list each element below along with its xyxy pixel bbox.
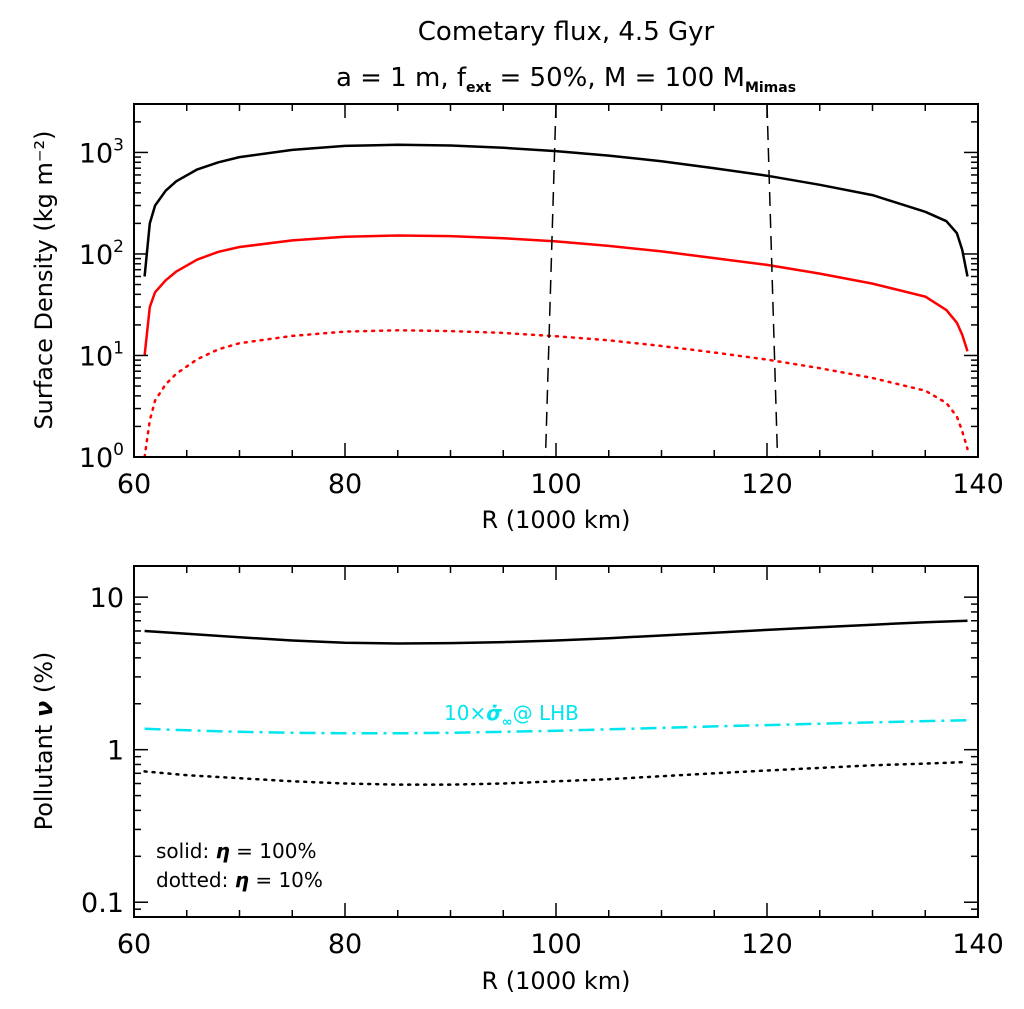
bottom-y-tick-labels: 0.1 1 10: [81, 583, 124, 919]
top-x-tick-label: 60: [117, 469, 151, 500]
top-x-tick-label: 120: [741, 469, 793, 500]
top-series-solid-0: [143, 143, 969, 277]
legend-solid: solid: η = 100%: [156, 839, 316, 863]
top-x-tick-label: 80: [328, 469, 362, 500]
lhb-label-part1: 10×: [444, 701, 486, 725]
top-series-group: [143, 104, 969, 457]
bottom-x-tick-label: 100: [530, 929, 582, 960]
bottom-x-axis-label: R (1000 km): [481, 967, 630, 995]
bottom-series-group: [143, 619, 969, 786]
chart-subtitle: a = 1 m, fext = 50%, M = 100 MMimas: [336, 63, 796, 96]
top-x-tick-labels: 60 80 100 120 140: [117, 469, 1004, 500]
bottom-series-solid-0: [144, 619, 968, 645]
top-series-dashed-4: [766, 104, 779, 457]
bottom-plot-area: [143, 619, 969, 786]
lhb-label-part2: @ LHB: [513, 701, 579, 725]
legend-dotted: dotted: η = 10%: [156, 868, 323, 892]
subtitle-sub-ext: ext: [466, 80, 492, 96]
subtitle-sub-mimas: Mimas: [745, 80, 796, 96]
top-series-dotted-2: [143, 329, 969, 457]
legend-dotted-suffix: = 10%: [249, 868, 323, 892]
y-label-part1: Pollutant: [30, 717, 58, 830]
bottom-y-tick-label: 0.1: [81, 888, 124, 919]
subtitle-part-a: a = 1 m, f: [336, 63, 467, 93]
y-label-nu-symbol: ν: [30, 701, 58, 717]
bottom-series-dotted-2: [143, 760, 969, 786]
top-y-tick-label: 101: [79, 338, 124, 372]
legend-solid-eta: η: [216, 839, 230, 863]
legend-dotted-prefix: dotted:: [156, 868, 235, 892]
top-plot-area: [143, 104, 969, 457]
top-y-axis-label: Surface Density (kg m⁻²): [30, 130, 58, 429]
bottom-panel: 60 80 100 120 140 0.1 1 10 R (1000 km) Polluta…: [30, 565, 1004, 995]
bottom-x-tick-label: 80: [328, 929, 362, 960]
top-x-tick-label: 100: [530, 469, 582, 500]
top-x-tick-label: 140: [952, 469, 1004, 500]
lhb-label-inf-sub: ∞: [502, 715, 513, 730]
lhb-label-sigma-dot: σ̇: [486, 701, 502, 725]
subtitle-part-b: = 50%, M = 100 M: [491, 63, 745, 93]
top-series-dashed-3: [544, 104, 557, 457]
top-ticks: [133, 103, 979, 458]
legend-dotted-eta: η: [235, 868, 249, 892]
bottom-x-tick-label: 140: [952, 929, 1004, 960]
top-series-solid-1: [143, 234, 969, 356]
bottom-y-tick-label: 10: [90, 583, 124, 614]
top-panel: 60 80 100 120 140 100 101 102 103 R (1000 km) S…: [30, 103, 1004, 534]
bottom-y-axis-label: Pollutant ν (%): [30, 652, 58, 831]
bottom-x-tick-label: 120: [741, 929, 793, 960]
bottom-y-tick-label: 1: [107, 736, 124, 767]
top-x-axis-label: R (1000 km): [481, 506, 630, 534]
top-y-tick-label: 103: [79, 135, 124, 169]
bottom-panel-frame: [133, 565, 979, 918]
top-y-tick-labels: 100 101 102 103: [79, 135, 124, 474]
bottom-x-tick-label: 60: [117, 929, 151, 960]
legend-solid-prefix: solid:: [156, 839, 216, 863]
legend-solid-suffix: = 100%: [230, 839, 317, 863]
bottom-ticks: [133, 566, 979, 918]
chart-title: Cometary flux, 4.5 Gyr: [418, 17, 715, 47]
bottom-series-dashdot-1: [144, 718, 968, 735]
top-y-tick-label: 102: [79, 237, 124, 271]
lhb-series-label: 10×σ̇∞@ LHB: [444, 701, 579, 730]
bottom-x-tick-labels: 60 80 100 120 140: [117, 929, 1004, 960]
y-label-part2: (%): [30, 652, 58, 701]
top-y-tick-label: 100: [79, 440, 124, 474]
